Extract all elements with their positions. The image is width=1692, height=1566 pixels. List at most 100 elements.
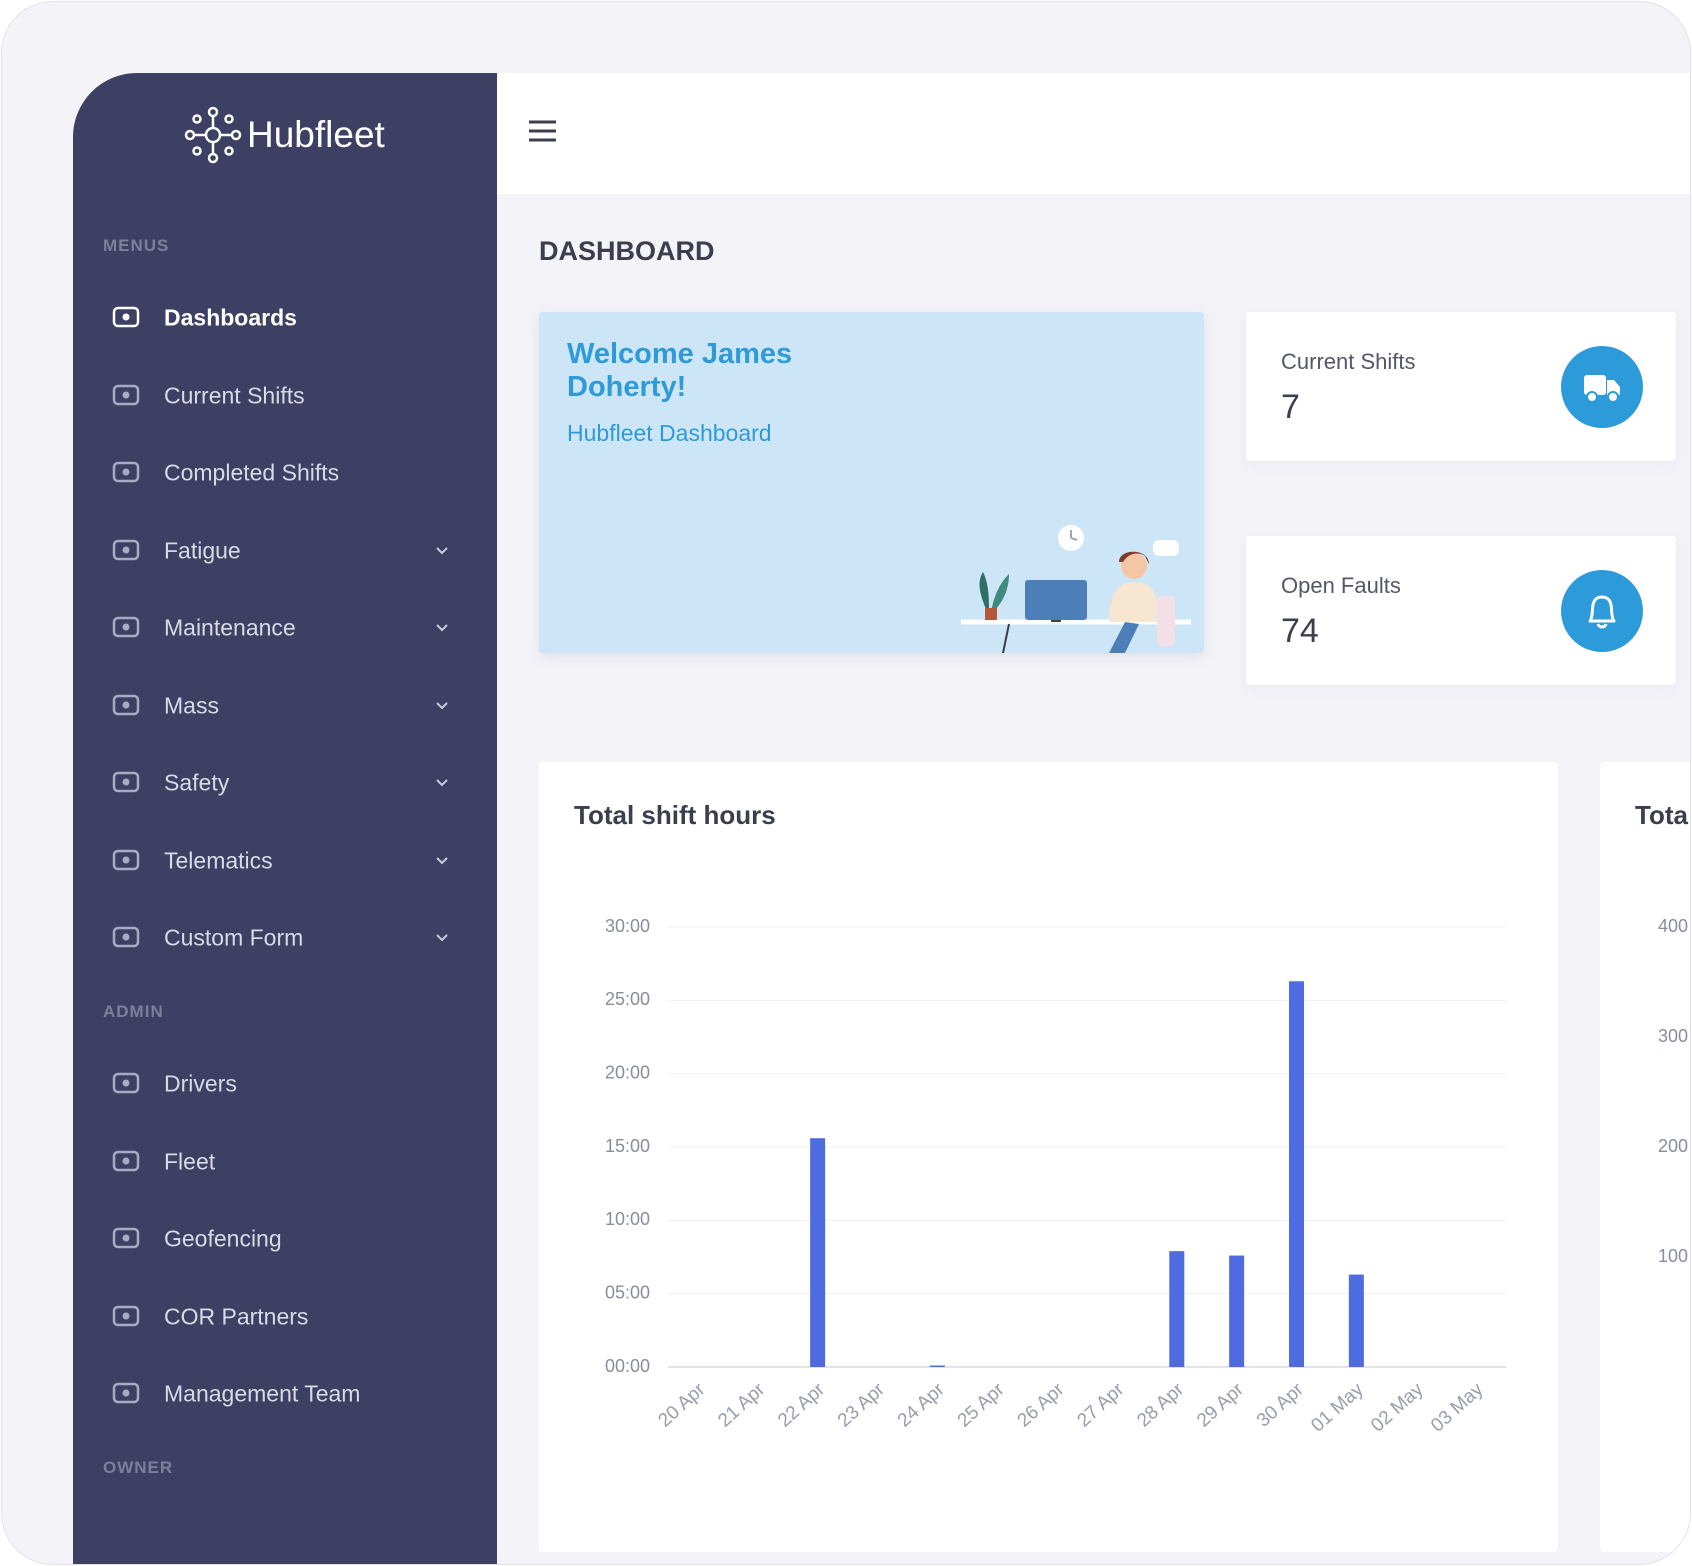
y-tick-label: 10:00 <box>605 1209 650 1229</box>
icon-shape <box>112 306 140 328</box>
icon-dot <box>122 468 130 476</box>
bell <box>1588 595 1616 623</box>
icon-dot <box>122 623 130 631</box>
expand-chevron[interactable] <box>434 701 450 711</box>
nav-item[interactable]: Management Team <box>164 1380 361 1407</box>
nav-icon <box>112 771 140 793</box>
icon-dot <box>122 313 130 321</box>
icon-shape <box>112 849 140 870</box>
nav-item[interactable]: Maintenance <box>164 614 296 641</box>
x-tick-label: 20 Apr <box>654 1379 709 1432</box>
nav-icon <box>112 384 140 405</box>
icon-dot <box>122 778 130 786</box>
icon-shape <box>112 1227 140 1249</box>
icon-dot <box>122 1157 130 1164</box>
x-tick-label: 29 Apr <box>1193 1379 1248 1432</box>
x-tick-label: 03 May <box>1427 1379 1488 1437</box>
stat-value: 74 <box>1281 612 1319 650</box>
icon-shape <box>112 926 140 948</box>
nav-icon <box>112 1382 140 1404</box>
nav-item[interactable]: Mass <box>164 692 219 718</box>
x-tick-label: 28 Apr <box>1133 1379 1188 1432</box>
bell-clapper <box>1596 623 1608 629</box>
nav-item[interactable]: COR Partners <box>164 1303 309 1329</box>
icon-dot <box>122 1389 130 1397</box>
nav-item[interactable]: Fleet <box>164 1148 216 1174</box>
nav-item[interactable]: Completed Shifts <box>164 459 340 486</box>
chevron-shape <box>436 546 448 554</box>
chart-title: Total shift hours <box>574 800 776 830</box>
y-tick-label: 30:00 <box>605 916 650 936</box>
icon-dot <box>122 1234 130 1242</box>
icon-shape <box>112 616 140 638</box>
nav-icon <box>112 849 140 870</box>
nav-item[interactable]: Safety <box>164 769 230 796</box>
sidebar <box>73 73 497 1564</box>
nav-icon <box>112 694 140 715</box>
second-panel-title: Tota <box>1635 800 1688 830</box>
nav-item[interactable]: Fatigue <box>164 537 241 563</box>
section-heading: MENUS <box>103 236 170 255</box>
icon-shape <box>112 694 140 715</box>
chevron-shape <box>436 934 448 942</box>
wheel <box>1586 391 1598 403</box>
welcome-card: Welcome James Doherty! Hubfleet Dashboar… <box>539 312 1204 653</box>
expand-chevron[interactable] <box>434 623 450 633</box>
x-tick-label: 02 May <box>1367 1379 1428 1437</box>
bar <box>1289 981 1304 1367</box>
truck-cab <box>1607 380 1620 395</box>
nav-icon <box>112 461 140 483</box>
x-tick-label: 23 Apr <box>834 1379 889 1432</box>
welcome-title: Welcome James Doherty! <box>567 338 793 403</box>
stat-card: Open Faults 74 <box>1246 536 1676 685</box>
expand-chevron[interactable] <box>434 778 450 788</box>
page-title: DASHBOARD <box>539 236 715 266</box>
icon-shape <box>112 539 140 560</box>
icon-dot <box>122 856 130 863</box>
top-bar <box>497 73 1690 194</box>
bar <box>929 1365 945 1367</box>
icon-shape <box>112 461 140 483</box>
icon-dot <box>122 546 130 553</box>
icon-shape <box>112 1305 140 1326</box>
chevron-shape <box>436 701 448 709</box>
nav-icon <box>112 539 140 560</box>
bar <box>1348 1274 1364 1367</box>
bar <box>1229 1255 1245 1367</box>
icon-shape <box>112 384 140 405</box>
chart-panel: Total shift hours <box>539 762 1558 1552</box>
expand-chevron[interactable] <box>434 856 450 866</box>
nav-icon <box>112 1150 140 1171</box>
menu-toggle[interactable] <box>529 120 556 142</box>
y-tick-label: 05:00 <box>605 1282 650 1302</box>
welcome-subtitle: Hubfleet Dashboard <box>567 420 772 446</box>
nav-item[interactable]: Dashboards <box>164 304 297 331</box>
nav-icon <box>112 1072 140 1094</box>
x-tick-label: 30 Apr <box>1253 1379 1308 1432</box>
nav-item[interactable]: Current Shifts <box>164 382 305 408</box>
axis-label: 100 <box>1658 1246 1689 1266</box>
second-panel: Tota 400 300 200 100 <box>1600 762 1690 1552</box>
bar <box>1169 1251 1185 1367</box>
expand-chevron[interactable] <box>434 933 450 943</box>
nav-item[interactable]: Geofencing <box>164 1225 282 1252</box>
brand-name: Hubfleet <box>247 114 385 155</box>
nav-icon <box>112 616 140 638</box>
y-tick-label: 00:00 <box>605 1356 650 1376</box>
nav-item[interactable]: Telematics <box>164 847 273 873</box>
chevron-shape <box>436 779 448 787</box>
icon-dot <box>122 933 130 941</box>
nav-item[interactable]: Custom Form <box>164 924 304 951</box>
nav-icon <box>112 926 140 948</box>
nav-item[interactable]: Drivers <box>164 1070 237 1097</box>
chevron-shape <box>436 856 448 864</box>
expand-chevron[interactable] <box>434 546 450 556</box>
stat-value: 7 <box>1281 388 1300 426</box>
nav-icon <box>112 1305 140 1326</box>
icon-shape <box>112 771 140 793</box>
icon-dot <box>122 1312 130 1319</box>
x-tick-label: 24 Apr <box>894 1379 949 1432</box>
